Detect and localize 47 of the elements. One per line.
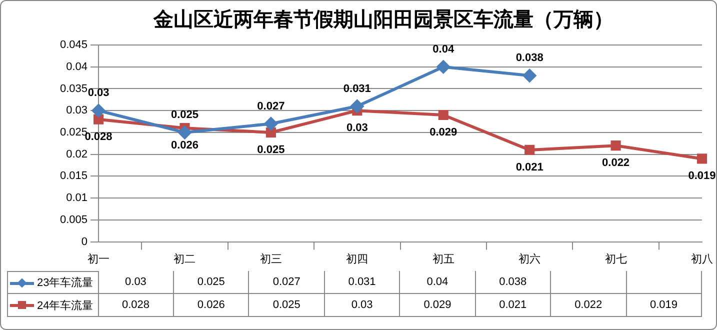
x-tick-label: 初二 [174,252,196,266]
data-label: 0.019 [626,294,702,317]
data-label: 0.04 [400,271,476,294]
data-label: 0.025 [174,271,250,294]
x-tick-label: 初一 [88,252,110,266]
data-label: 0.028 [98,294,174,317]
data-label: 0.021 [476,294,552,317]
text: 0.027 [257,100,285,112]
data-label: 0.029 [400,294,476,317]
x-tick-label: 初六 [518,252,541,266]
text: 0.029 [430,126,458,139]
y-tick-label: 0.01 [66,192,88,204]
data-label: 0.026 [174,294,250,317]
text: 0.025 [170,109,199,121]
text: 0.022 [602,157,630,170]
text: 0.025 [257,144,285,156]
y-tick-label: 0.03 [66,104,88,117]
text: 0.038 [516,52,544,64]
text: 0.04 [432,43,454,56]
data-label: 0.025 [249,294,325,317]
x-tick-label: 初五 [432,252,454,266]
y-tick-label: 0.005 [60,214,88,226]
y-tick-label: 0.015 [60,170,88,182]
y-tick-label: 0.035 [60,82,88,95]
data-label: 0.038 [476,271,552,294]
x-tick-label: 初八 [691,252,713,266]
text: 0.031 [343,82,371,95]
text: 0.03 [88,87,110,100]
text: 0.026 [170,140,199,152]
data-label: 0.03 [98,271,174,294]
legend-label: 23年车流量 [37,276,94,290]
x-tick-label: 初三 [260,252,282,266]
y-tick-label: 0.04 [66,60,88,73]
chart-title: 金山区近两年春节假期山阳田园景区车流量（万辆） [152,8,614,32]
x-tick-label: 初四 [346,252,368,266]
data-label: 0.027 [249,271,325,294]
y-tick-label: 0 [81,236,88,248]
data-label: 0.03 [324,294,400,317]
legend-label: 24年车流量 [37,298,94,312]
data-label: 0.022 [551,294,627,317]
text: 0.019 [688,170,716,182]
data-label: 0.031 [324,271,400,294]
y-tick-label: 0.045 [60,39,88,52]
text: 0.03 [346,122,368,134]
y-tick-label: 0.02 [66,148,88,160]
text: 0.021 [516,161,544,174]
x-tick-label: 初七 [604,252,627,266]
